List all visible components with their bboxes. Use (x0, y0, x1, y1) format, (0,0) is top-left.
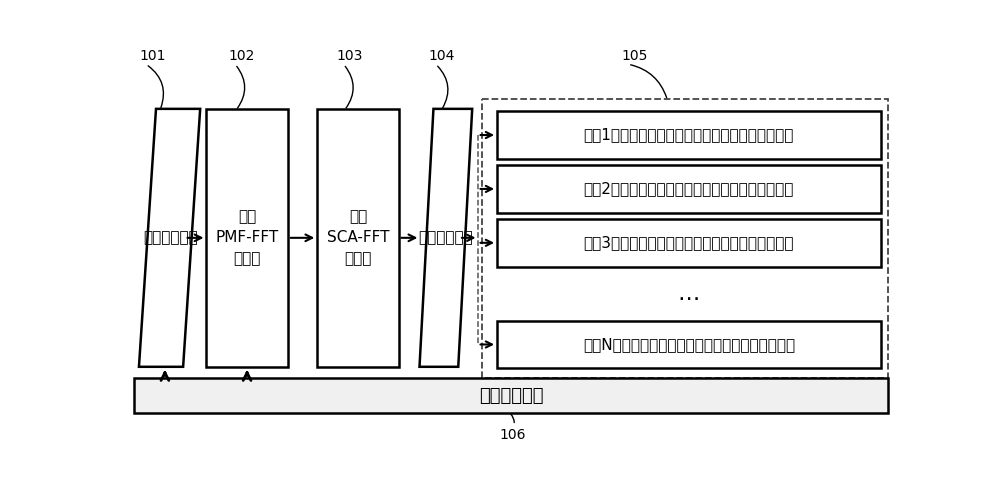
Text: 在线参数配置: 在线参数配置 (479, 387, 544, 405)
Text: 103: 103 (337, 49, 363, 63)
Text: …: … (678, 284, 700, 304)
Bar (206, 109, 288, 367)
Text: 105: 105 (621, 49, 647, 63)
Text: 通道1：码同步、锁频、锁相、位同步、合成比特流: 通道1：码同步、锁频、锁相、位同步、合成比特流 (584, 127, 794, 143)
Text: 102: 102 (228, 49, 254, 63)
Text: 通道N：码同步、锁频、锁相、位同步、合成比特流: 通道N：码同步、锁频、锁相、位同步、合成比特流 (583, 337, 795, 352)
Text: 通道2：码同步、锁频、锁相、位同步、合成比特流: 通道2：码同步、锁频、锁相、位同步、合成比特流 (584, 181, 794, 196)
Bar (497, 165, 881, 213)
Text: 基带通道控制: 基带通道控制 (418, 230, 473, 245)
Bar (497, 320, 881, 368)
Bar (497, 219, 881, 267)
Text: 通道3：码同步、锁频、锁相、位同步、合成比特流: 通道3：码同步、锁频、锁相、位同步、合成比特流 (584, 235, 794, 250)
Text: 101: 101 (139, 49, 165, 63)
Text: 104: 104 (429, 49, 455, 63)
Polygon shape (420, 109, 472, 367)
Bar (317, 109, 399, 367)
Bar (482, 99, 888, 378)
Polygon shape (139, 109, 200, 367)
Bar (134, 378, 888, 413)
Text: 模数转换接口: 模数转换接口 (144, 230, 198, 245)
Text: 基于
SCA-FFT
精捕获: 基于 SCA-FFT 精捕获 (327, 209, 389, 267)
Bar (497, 111, 881, 159)
Text: 106: 106 (499, 428, 526, 442)
Text: 基于
PMF-FFT
粗捕获: 基于 PMF-FFT 粗捕获 (215, 209, 279, 267)
